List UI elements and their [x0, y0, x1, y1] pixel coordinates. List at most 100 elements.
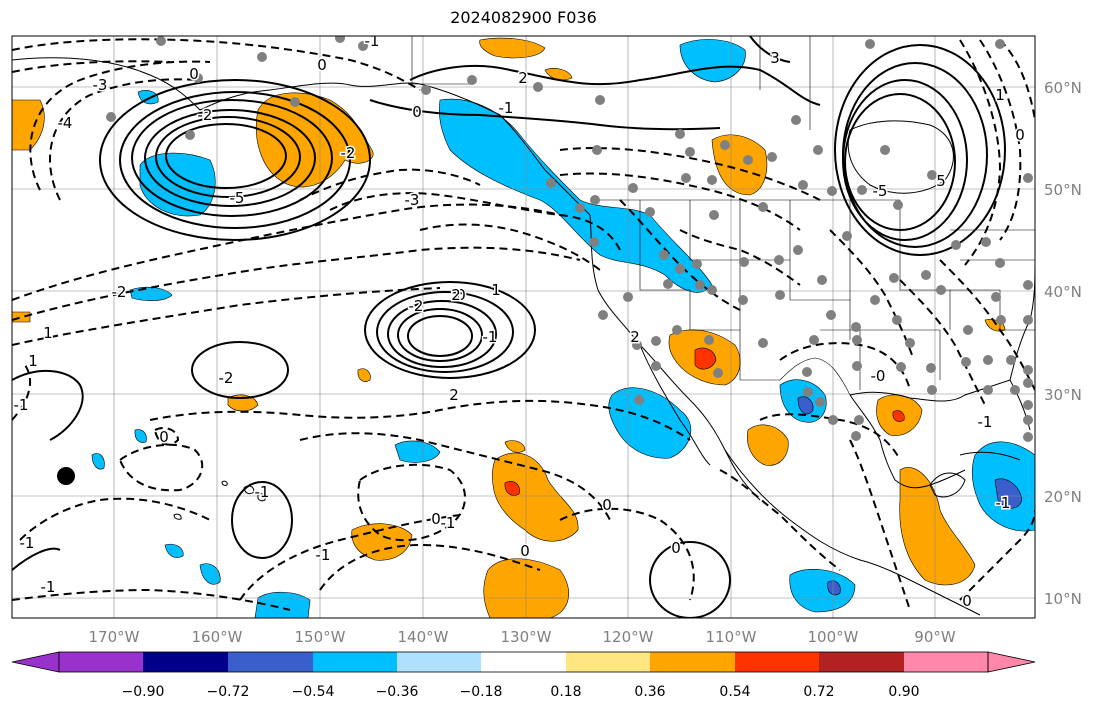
us-west-coast [589, 214, 691, 401]
contour-label: 2 [451, 286, 461, 304]
navy-area-caribbean [994, 478, 1023, 509]
hawaii-3 [221, 480, 228, 486]
contour-label: 0 [159, 428, 169, 446]
contour-label: -0 [871, 367, 886, 385]
contour-label: -1 [441, 514, 456, 532]
contour-label: -1 [41, 578, 56, 596]
colorbar-tick-label: −0.36 [376, 684, 419, 700]
colorbar-segment [904, 652, 988, 672]
colorbar-segment [735, 652, 819, 672]
red-area-mid-pacific [504, 481, 520, 496]
contour-label: -5 [230, 189, 245, 207]
red-area-sw-us [694, 347, 717, 370]
colorbar-segment [566, 652, 650, 672]
cuba [959, 451, 1021, 461]
navy-area-texas [797, 396, 814, 415]
contour-label: -2 [198, 106, 213, 124]
contour-label: -3 [93, 76, 108, 94]
colorbar-segment [819, 652, 904, 672]
contour-label: -1 [978, 413, 993, 431]
contour-label: 0 [189, 65, 199, 83]
orange-area-small-1 [227, 394, 259, 412]
blue-area-small-4 [164, 543, 184, 558]
latitude-labels: 60°N 50°N 40°N 30°N 20°N 10°N [1044, 79, 1082, 608]
contour-label: 0 [317, 56, 327, 74]
blue-area-baja [608, 387, 692, 459]
contour-label: -1 [316, 546, 331, 564]
contour-label: 0 [962, 592, 972, 610]
blue-area-small-5 [91, 453, 105, 470]
lat-label: 60°N [1044, 79, 1082, 97]
colorbar [11, 651, 1036, 673]
contour-label: 0 [456, 286, 466, 304]
contour-label: 2 [630, 328, 640, 346]
contour-label: 1 [995, 86, 1005, 104]
lon-label: 140°W [398, 628, 449, 646]
blue-area-south [789, 569, 856, 613]
lat-label: 10°N [1044, 590, 1082, 608]
colorbar-segment [481, 652, 566, 672]
lon-label: 170°W [89, 628, 140, 646]
contour-label: 0 [602, 496, 612, 514]
contour-label: -1 [483, 328, 498, 346]
colorbar-outline [58, 651, 989, 673]
colorbar-segment [313, 652, 397, 672]
contour-label: 0 [1015, 126, 1025, 144]
contour-label: -2 [219, 369, 234, 387]
lon-label: 130°W [501, 628, 552, 646]
colorbar-extend-high [987, 651, 1036, 673]
hawaii-2 [257, 493, 266, 502]
map-title: 2024082900 F036 [450, 8, 597, 27]
contour-label: 0 [671, 539, 681, 557]
contour-label: 1 [491, 281, 501, 299]
contour-label: -1 [20, 534, 35, 552]
stations [106, 36, 1033, 442]
contour-label: 0 [412, 103, 422, 121]
anomaly-shading [12, 37, 1035, 618]
lon-label: 150°W [295, 628, 346, 646]
contour-label: -1 [996, 494, 1011, 512]
colorbar-segment [59, 652, 143, 672]
blue-area-small-2 [129, 286, 173, 301]
orange-area-small-6 [12, 311, 31, 323]
coastlines [12, 57, 1035, 616]
red-area-gulf-coast [892, 410, 905, 422]
lon-label: 90°W [914, 628, 956, 646]
lat-label: 30°N [1044, 386, 1082, 404]
contour-label: 1 [28, 352, 38, 370]
contour-label: -4 [58, 114, 73, 132]
lon-label: 120°W [603, 628, 654, 646]
yucatan [929, 472, 966, 498]
colorbar-tick-label: 0.54 [719, 684, 750, 700]
colorbar-segment [143, 652, 228, 672]
colorbar-tick-label: 0.90 [888, 684, 919, 700]
contour-label: 2 [449, 386, 459, 404]
colorbar-ticks: −0.90 −0.72 −0.54 −0.36 −0.18 0.18 0.36 … [122, 684, 920, 700]
hawaii-4 [173, 513, 182, 520]
map-panel [12, 36, 1035, 618]
contour-label: -1 [14, 396, 29, 414]
colorbar-tick-label: −0.54 [292, 684, 335, 700]
orange-area-small-5 [544, 68, 573, 81]
state-borders [411, 36, 1035, 396]
lat-label: 40°N [1044, 283, 1082, 301]
orange-area-central-america [899, 467, 976, 586]
positive-contours [12, 36, 1006, 618]
orange-area-mexico [747, 424, 789, 466]
contour-label: -2 [112, 283, 127, 301]
contour-label: 0 [431, 510, 441, 528]
lat-label: 20°N [1044, 488, 1082, 506]
map-frame [11, 35, 1036, 619]
bc-coast [499, 114, 591, 216]
lon-label: 110°W [706, 628, 757, 646]
contour-label: 5 [936, 172, 946, 190]
marker-dot [57, 467, 75, 485]
colorbar-segment [650, 652, 735, 672]
blue-area-south-west [254, 591, 311, 618]
contour-label: -1 [255, 483, 270, 501]
colorbar-tick-label: −0.72 [207, 684, 250, 700]
contour-label: 1 [43, 324, 53, 342]
colorbar-tick-label: −0.90 [122, 684, 165, 700]
